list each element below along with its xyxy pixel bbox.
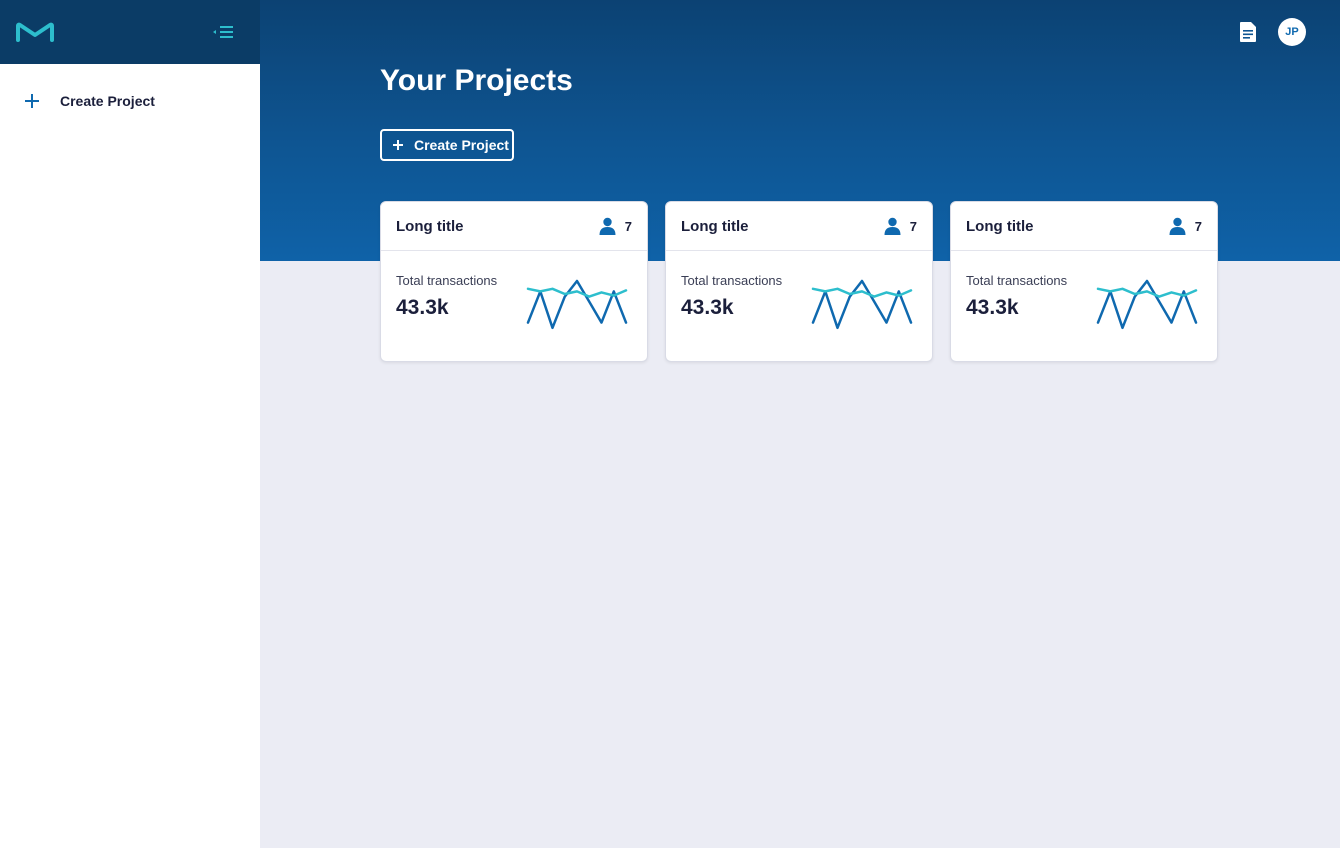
project-card[interactable]: Long title 7 Total transactions 43.3k: [380, 201, 648, 362]
card-title: Long title: [681, 217, 749, 235]
sparkline-series-line: [526, 287, 628, 298]
user-icon: [884, 217, 901, 235]
project-card[interactable]: Long title 7 Total transactions 43.3k: [665, 201, 933, 362]
sparkline-series-line: [811, 279, 913, 330]
metric-label: Total transactions: [681, 273, 783, 288]
sparkline-chart: [811, 279, 913, 330]
sidebar: Create Project: [0, 0, 260, 848]
card-title: Long title: [966, 217, 1034, 235]
collapse-menu-icon: [213, 26, 233, 38]
user-icon: [599, 217, 616, 235]
card-body: Total transactions 43.3k: [381, 251, 647, 361]
sparkline-series-line: [1096, 287, 1198, 298]
page-title: Your Projects: [380, 64, 573, 97]
document-icon[interactable]: [1238, 21, 1258, 43]
sidebar-item-label: Create Project: [60, 93, 155, 109]
project-card[interactable]: Long title 7 Total transactions 43.3k: [950, 201, 1218, 362]
metric-value: 43.3k: [396, 296, 449, 319]
plus-icon: [25, 94, 39, 108]
member-count: 7: [909, 218, 917, 234]
metric-label: Total transactions: [966, 273, 1068, 288]
member-count: 7: [1194, 218, 1202, 234]
card-body: Total transactions 43.3k: [666, 251, 932, 361]
sparkline-series-line: [811, 287, 913, 298]
metric-value: 43.3k: [681, 296, 734, 319]
create-project-label: Create Project: [414, 137, 509, 153]
sparkline-chart: [1096, 279, 1198, 330]
sidebar-item-create-project[interactable]: Create Project: [0, 84, 260, 118]
card-header: Long title 7: [951, 202, 1217, 251]
sparkline-chart: [526, 279, 628, 330]
sparkline-series-line: [526, 279, 628, 330]
members-indicator: 7: [884, 217, 917, 235]
members-indicator: 7: [1169, 217, 1202, 235]
plus-icon: [393, 140, 403, 150]
card-header: Long title 7: [381, 202, 647, 251]
member-count: 7: [624, 218, 632, 234]
members-indicator: 7: [599, 217, 632, 235]
collapse-sidebar-button[interactable]: [208, 20, 238, 44]
card-body: Total transactions 43.3k: [951, 251, 1217, 361]
sidebar-header: [0, 0, 260, 64]
card-header: Long title 7: [666, 202, 932, 251]
user-avatar[interactable]: JP: [1278, 18, 1306, 46]
card-title: Long title: [396, 217, 464, 235]
brand-m-logo-icon[interactable]: [16, 22, 54, 42]
metric-value: 43.3k: [966, 296, 1019, 319]
sparkline-series-line: [1096, 279, 1198, 330]
user-icon: [1169, 217, 1186, 235]
create-project-button[interactable]: Create Project: [380, 129, 514, 161]
metric-label: Total transactions: [396, 273, 498, 288]
